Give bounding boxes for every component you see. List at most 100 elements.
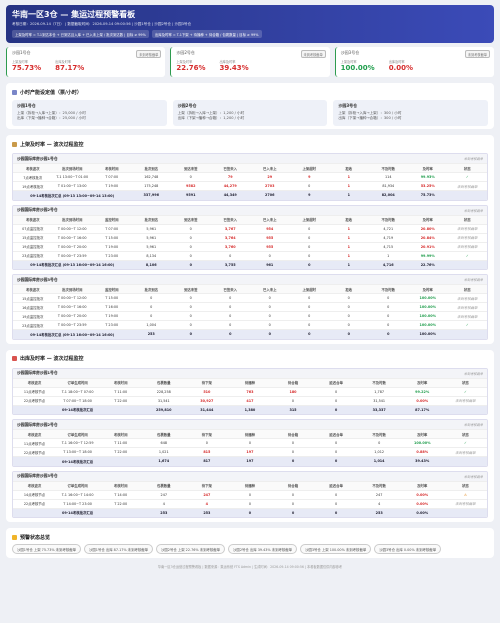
row: 22点考核节点 T 07:00~T 18:00 T 22:00 31,541 30,92…: [13, 395, 487, 405]
column-header: 待合箱: [271, 429, 315, 439]
cell: 0: [250, 302, 290, 312]
summary: 预警状态总览 沙园1号仓 上架 75.73% 未到考核截单 沙园1号仓 出库 87…: [6, 528, 494, 558]
cell: 5,961: [131, 232, 171, 242]
cell: T 00:00~T 16:00: [52, 302, 92, 312]
header-row: 考核波次 订单生成时间 考核时间 包裹数量 待下架 待播种 待合箱 延迟合单 不及时数 及时率 状态: [13, 429, 487, 439]
table-tag: 未到考核截单: [463, 278, 483, 282]
table-title: 沙园国际库房沙园2号仓 未到考核截单: [13, 205, 487, 215]
metric-label: 出库及时率: [55, 60, 72, 64]
cell: T-1 13:00~T 01:00: [52, 172, 92, 182]
row: 22点考核节点 T 14:00~T 23:00 T 22:00 4 4 0 0 0 4 0.00%…: [13, 498, 487, 508]
header-row: 考核波次 批次到场时间 监控时间 批次到达 到达未签 已签未入 已入未上 上架超时 拒收 不及时数…: [13, 214, 487, 224]
cell: 53.25%: [408, 181, 448, 191]
cell: 30,927: [185, 395, 229, 405]
table-block: 沙园国际库房沙园2号仓 未到考核截单 考核波次 订单生成时间 考核时间 包裹数量 待下架 待播…: [12, 419, 488, 467]
cell: 79: [210, 172, 250, 182]
cell: [447, 259, 487, 269]
cell: 228,258: [142, 386, 186, 396]
column-header: 待下架: [185, 377, 229, 387]
cell: 99.93%: [408, 172, 448, 182]
cell: 0: [210, 311, 250, 321]
cell: 31,444: [185, 404, 229, 414]
cell: 0: [250, 311, 290, 321]
column-header: 状态: [447, 284, 487, 294]
capacity-title: 小时产能设定值（票/小时）: [20, 89, 82, 96]
cell: T 22:00: [99, 447, 143, 457]
subtitle: 考核日期：2026-09-14（T日） | 数据截取时间：2026-09-14 …: [12, 22, 192, 26]
cell: T 22:00: [99, 395, 143, 405]
cell: 0: [271, 498, 315, 508]
column-header: 上架超时: [289, 214, 329, 224]
metric-value: 87.17%: [55, 64, 85, 72]
capacity-line: 上架（拆柜→入库→上架）：1,200 / 小时: [177, 111, 245, 115]
cell: 0: [210, 320, 250, 330]
column-header: 考核波次: [13, 377, 57, 387]
cell: T-1 18:00~T 07:00: [56, 386, 100, 396]
capacity-box: 沙园2号仓 上架（拆柜→入库→上架）：1,200 / 小时 出库（下架→播种→合箱）…: [172, 100, 328, 126]
column-header: 延迟合单: [314, 377, 358, 387]
cell: [443, 404, 487, 414]
capacity-box: 沙园1号仓 上架（拆柜→入库→上架）：25,000 / 小时 出库（下架→播种→合箱…: [12, 100, 167, 126]
table-block: 沙园国际库房沙园2号仓 未到考核截单 考核波次 批次到场时间 监控时间 批次到达 到达未签已…: [12, 204, 488, 270]
cell: 247: [357, 489, 401, 499]
warehouse: 沙园2号仓: [177, 103, 197, 108]
cell: 22点考核节点: [13, 498, 57, 508]
cell: 09-14考核批次汇总 (09-13 13:00~09-14 13:00): [13, 190, 132, 200]
cell: 75.73%: [408, 190, 448, 200]
cell: T 00:00~T 23:59: [52, 250, 92, 260]
cell: 648: [142, 438, 186, 448]
cell: 0: [357, 438, 401, 448]
cell: 815: [185, 447, 229, 457]
cell: 0: [250, 320, 290, 330]
cell: 1: [329, 223, 369, 233]
cell: 197: [228, 456, 272, 466]
cell: 0: [368, 302, 408, 312]
cell: T 14:00: [99, 489, 143, 499]
cell: ✓: [447, 172, 487, 182]
cell: 4: [142, 498, 186, 508]
cell: 0: [171, 311, 211, 321]
cell: 1: [329, 172, 369, 182]
cell: 99.22%: [400, 386, 444, 396]
total-row: 09-14考核批次汇总 (09-13 16:00~09-14 16:00) 253…: [13, 329, 487, 339]
cell: 09-14考核批次汇总 (09-13 16:00~09-14 16:00): [13, 329, 132, 339]
column-header: 不及时数: [357, 377, 401, 387]
cell: T 14:00~T 23:00: [56, 498, 100, 508]
table-title: 沙园国际库房沙园3号仓 未到考核截单: [13, 275, 487, 284]
cell: 0: [289, 250, 329, 260]
row: 23点监控批次 T 00:00~T 23:59 T 23:00 1,004 0 0 0 0 0 0…: [13, 320, 487, 330]
cell: 31,541: [357, 395, 401, 405]
column-header: 考核波次: [13, 429, 57, 439]
cell: 0: [171, 241, 211, 251]
header-row: 考核波次 订单生成时间 考核时间 包裹数量 待下架 待播种 待合箱 延迟合单 不及时数 及时率 状态: [13, 480, 487, 490]
capacity-line: 出库（下架→播种→合箱）：300 / 小时: [338, 116, 402, 120]
cell: T 16:00: [92, 302, 132, 312]
cell: 81,934: [368, 181, 408, 191]
cell: 0: [210, 250, 250, 260]
column-header: 考核波次: [13, 284, 53, 294]
cell: 1: [368, 250, 408, 260]
cell: 0: [131, 302, 171, 312]
metric-value: 39.43%: [219, 64, 249, 72]
cell: 0: [289, 311, 329, 321]
cell: 0: [329, 302, 369, 312]
rule: 出库及时率 = T-1下架 + 待播种 + 待合箱 / 包裹数量 | 目标 ≥ …: [151, 30, 262, 38]
column-header: 批次到达: [131, 214, 171, 224]
cell: T 07:00: [92, 172, 132, 182]
cell: T 19:00: [92, 311, 132, 321]
metric: 上架及时率 100.00%: [341, 59, 375, 72]
cell: 未到考核截单: [443, 395, 487, 405]
table-title: 沙园国际库房沙园3号仓 未到考核截单: [13, 471, 487, 481]
column-header: 批次到场时间: [52, 284, 92, 294]
kpi-card: 沙园1号仓 未到考核截单 上架及时率 75.73% 出库及时率 87.17%: [6, 47, 166, 77]
cell: T 00:00~T 20:00: [52, 311, 92, 321]
column-header: 监控时间: [92, 214, 132, 224]
cell: 253: [142, 507, 186, 517]
cell: 0: [171, 250, 211, 260]
warehouse: 沙园3号仓: [338, 103, 358, 108]
cell: 1: [329, 259, 369, 269]
cell: 1,004: [131, 320, 171, 330]
chip: 沙园2号仓 上架 22.76% 未到考核截单: [156, 544, 226, 554]
section-title: 预警状态总览: [12, 532, 488, 542]
column-header: 批次到达: [131, 284, 171, 294]
